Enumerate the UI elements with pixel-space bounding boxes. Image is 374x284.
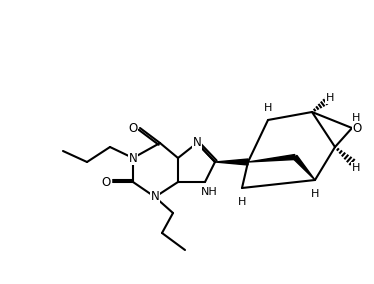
Text: N: N xyxy=(193,137,201,149)
Text: O: O xyxy=(101,176,111,189)
Text: NH: NH xyxy=(200,187,217,197)
Polygon shape xyxy=(248,154,295,162)
Text: N: N xyxy=(129,151,137,164)
Text: O: O xyxy=(128,122,138,135)
Polygon shape xyxy=(215,159,248,165)
Text: O: O xyxy=(352,122,362,135)
Text: H: H xyxy=(311,189,319,199)
Text: H: H xyxy=(264,103,272,113)
Text: N: N xyxy=(151,191,159,204)
Text: H: H xyxy=(238,197,246,207)
Polygon shape xyxy=(293,155,315,180)
Text: H: H xyxy=(326,93,334,103)
Text: H: H xyxy=(352,113,360,123)
Text: H: H xyxy=(352,163,360,173)
